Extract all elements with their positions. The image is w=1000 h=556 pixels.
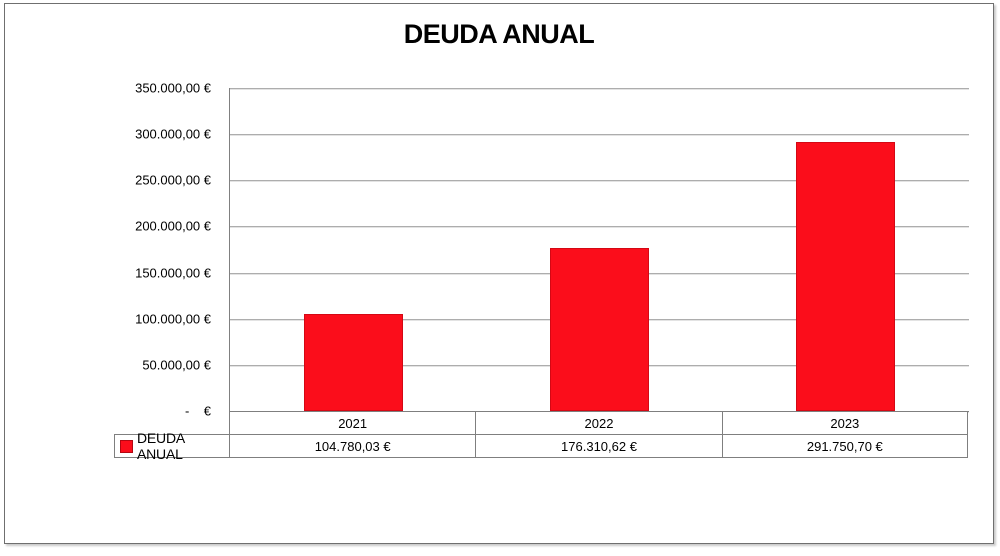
- bar-2023: [796, 142, 896, 411]
- x-axis-category-cell: 2022: [475, 411, 723, 435]
- chart-title: DEUDA ANUAL: [403, 19, 595, 49]
- plot-area: [229, 88, 969, 412]
- x-axis-category-cell: 2021: [229, 411, 477, 435]
- y-axis-tick-label: 50.000,00 €: [142, 357, 211, 373]
- legend-marker-icon: [120, 439, 133, 453]
- y-axis-tick-label: 150.000,00 €: [135, 265, 211, 281]
- y-axis-tick-label: 200.000,00 €: [135, 218, 211, 234]
- x-axis-category-cell: 2023: [721, 411, 968, 435]
- bar-2021: [303, 314, 403, 411]
- gridline: [230, 180, 969, 182]
- legend-label: DEUDA ANUAL: [137, 430, 185, 462]
- bar-2022: [550, 248, 649, 411]
- y-axis-tick-label: 100.000,00 €: [135, 311, 211, 327]
- y-axis-tick-label: 250.000,00 €: [135, 172, 211, 188]
- gridline: [230, 134, 969, 136]
- legend-cell: DEUDA ANUAL: [114, 430, 230, 462]
- y-axis-tick-label: - €: [184, 403, 211, 419]
- gridline: [230, 226, 969, 228]
- y-axis-tick-label: 350.000,00 €: [135, 80, 211, 96]
- series-value-cell: 176.310,62 €: [475, 434, 723, 458]
- y-axis-tick-label: 300.000,00 €: [135, 126, 211, 142]
- chart-frame: DEUDA ANUAL - € 50.000,00 € 100.000,00 € 15…: [4, 3, 994, 544]
- series-value-cell: 291.750,70 €: [721, 434, 968, 458]
- series-value-cell: 104.780,03 €: [229, 434, 477, 458]
- gridline: [230, 88, 969, 89]
